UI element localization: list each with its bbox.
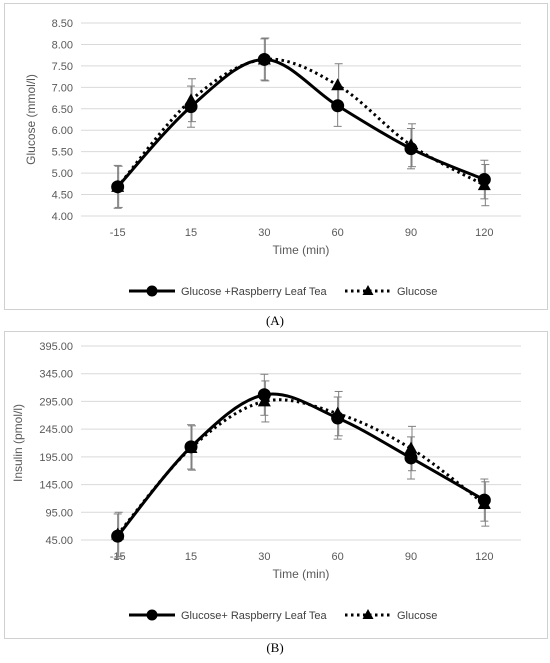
glucose-chart-panel: 4.00 4.50 5.00 5.50 6.00 6.50 7.00 7.50 8.00 8.50… xyxy=(4,3,548,310)
x-tick-label: 90 xyxy=(405,551,417,563)
y-axis-title: Insulin (pmol/l) xyxy=(11,404,25,482)
y-tick-label: 45.00 xyxy=(45,535,73,547)
x-axis-title: Time (min) xyxy=(273,243,330,257)
legend-marker-triangle xyxy=(362,609,374,619)
series-line-solid xyxy=(116,57,485,188)
legend-marker-triangle xyxy=(362,285,374,295)
y-tick-label: 6.00 xyxy=(52,125,73,137)
x-tick-label: -15 xyxy=(110,227,126,239)
data-point-triangle xyxy=(477,496,491,509)
y-tick-label: 345.00 xyxy=(39,369,73,381)
x-tick-label: 60 xyxy=(332,551,344,563)
y-tick-label: 4.50 xyxy=(52,190,73,202)
y-tick-label: 7.00 xyxy=(52,82,73,94)
y-tick-label: 5.00 xyxy=(52,168,73,180)
y-tick-label: 145.00 xyxy=(39,480,73,492)
y-tick-label: 295.00 xyxy=(39,396,73,408)
legend-label: Glucose +Raspberry Leaf Tea xyxy=(181,286,328,298)
y-axis-title: Glucose (mmol/l) xyxy=(24,74,38,165)
insulin-chart: 45.00 95.00 145.00 195.00 245.00 295.00 345.00… xyxy=(11,341,521,622)
x-tick-label: 15 xyxy=(185,227,197,239)
data-point-triangle xyxy=(404,138,418,151)
legend-marker-circle xyxy=(146,285,158,297)
y-tick-label: 395.00 xyxy=(39,341,73,353)
x-tick-label: 15 xyxy=(185,551,197,563)
series-line-solid xyxy=(116,392,486,538)
series-line-dotted xyxy=(116,398,486,536)
insulin-chart-panel: 45.00 95.00 145.00 195.00 245.00 295.00 345.00… xyxy=(4,331,548,639)
data-point-triangle xyxy=(111,527,125,540)
y-tick-label: 95.00 xyxy=(45,507,73,519)
x-axis-title: Time (min) xyxy=(273,567,330,581)
legend-label: Glucose xyxy=(397,286,437,298)
data-point-circle xyxy=(404,451,418,465)
x-tick-label: 30 xyxy=(258,551,270,563)
data-point-triangle xyxy=(331,406,345,419)
y-tick-label: 195.00 xyxy=(39,452,73,464)
x-tick-label: 30 xyxy=(258,227,270,239)
panel-b-caption: (B) xyxy=(266,640,284,655)
y-tick-label: 8.00 xyxy=(52,39,73,51)
x-tick-label: 120 xyxy=(475,227,493,239)
panel-a-caption: (A) xyxy=(265,313,285,328)
y-tick-label: 245.00 xyxy=(39,424,73,436)
data-point-circle xyxy=(331,99,345,113)
data-point-triangle xyxy=(257,52,271,65)
y-tick-label: 5.50 xyxy=(52,147,73,159)
y-tick-label: 6.50 xyxy=(52,104,73,116)
y-tick-label: 8.50 xyxy=(52,18,73,30)
legend-label: Glucose xyxy=(397,610,437,622)
data-point-triangle xyxy=(257,394,271,407)
x-tick-label: 120 xyxy=(475,551,493,563)
x-tick-label: 60 xyxy=(332,227,344,239)
data-point-triangle xyxy=(184,440,198,453)
data-point-triangle xyxy=(404,441,418,454)
glucose-chart: 4.00 4.50 5.00 5.50 6.00 6.50 7.00 7.50 8.00 8.50… xyxy=(24,18,521,298)
data-point-triangle xyxy=(184,93,198,106)
data-point-triangle xyxy=(331,78,345,91)
y-tick-label: 7.50 xyxy=(52,61,73,73)
legend-label: Glucose+ Raspberry Leaf Tea xyxy=(181,610,328,622)
data-point-triangle xyxy=(477,178,491,191)
data-point-triangle xyxy=(111,179,125,192)
y-tick-label: 4.00 xyxy=(52,211,73,223)
legend-marker-circle xyxy=(146,609,158,621)
x-tick-label: 90 xyxy=(405,227,417,239)
